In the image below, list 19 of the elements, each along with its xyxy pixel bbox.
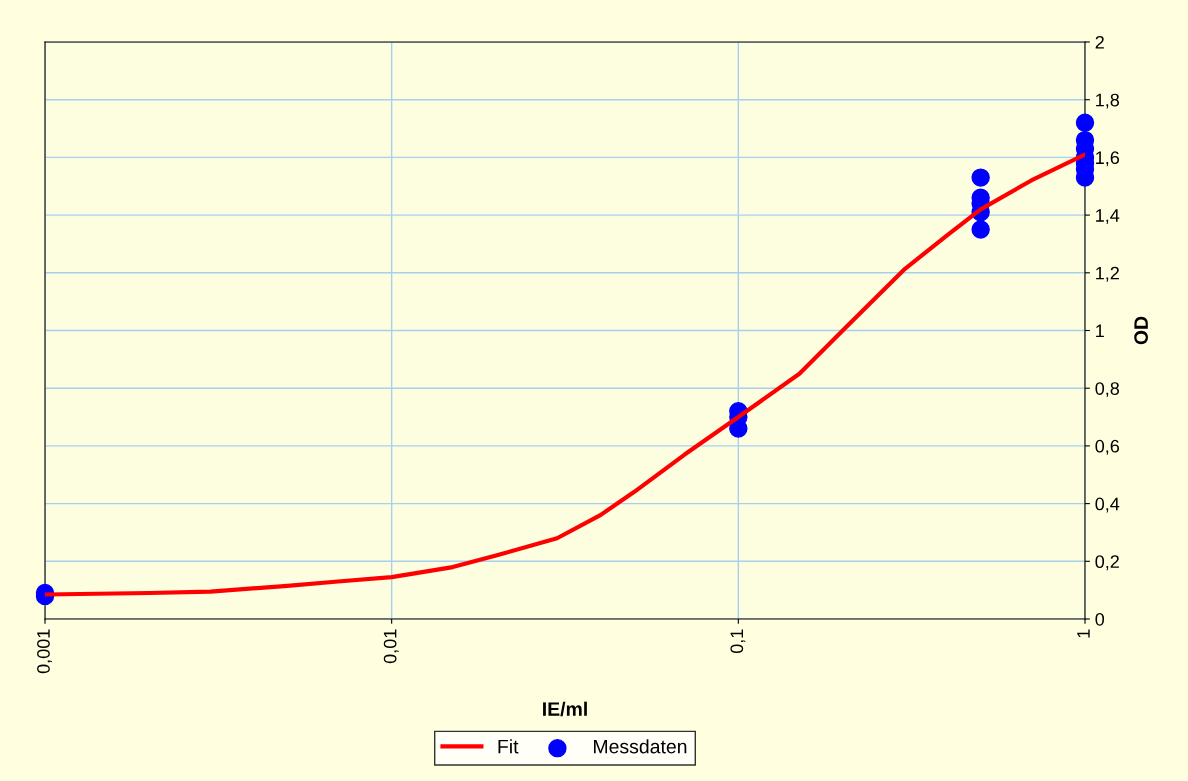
legend-label: Messdaten	[594, 739, 687, 754]
y-tick-label: 1,6	[1096, 151, 1120, 167]
y-tick-label: 1	[1096, 324, 1104, 338]
x-tick-label: 0,01	[383, 629, 399, 664]
y-axis-title: OD	[1134, 316, 1148, 345]
x-tick-label: 1	[1077, 629, 1090, 638]
y-tick-label: 1,2	[1096, 266, 1119, 282]
y-tick-label: 0,8	[1095, 382, 1120, 398]
y-tick-label: 1,4	[1096, 209, 1120, 224]
x-axis-title: IE/ml	[543, 701, 587, 717]
y-tick-label: 0,2	[1095, 555, 1119, 571]
x-tick-label: 0,001	[37, 629, 52, 674]
y-tick-label: 0,4	[1095, 497, 1120, 513]
x-tick-label: 0,1	[730, 629, 746, 654]
y-tick-label: 0,6	[1095, 439, 1120, 455]
y-tick-label: 2	[1095, 35, 1104, 49]
legend-label: Fit	[498, 739, 519, 754]
y-tick-label: 1,8	[1096, 93, 1120, 109]
y-tick-label: 0	[1095, 612, 1105, 626]
